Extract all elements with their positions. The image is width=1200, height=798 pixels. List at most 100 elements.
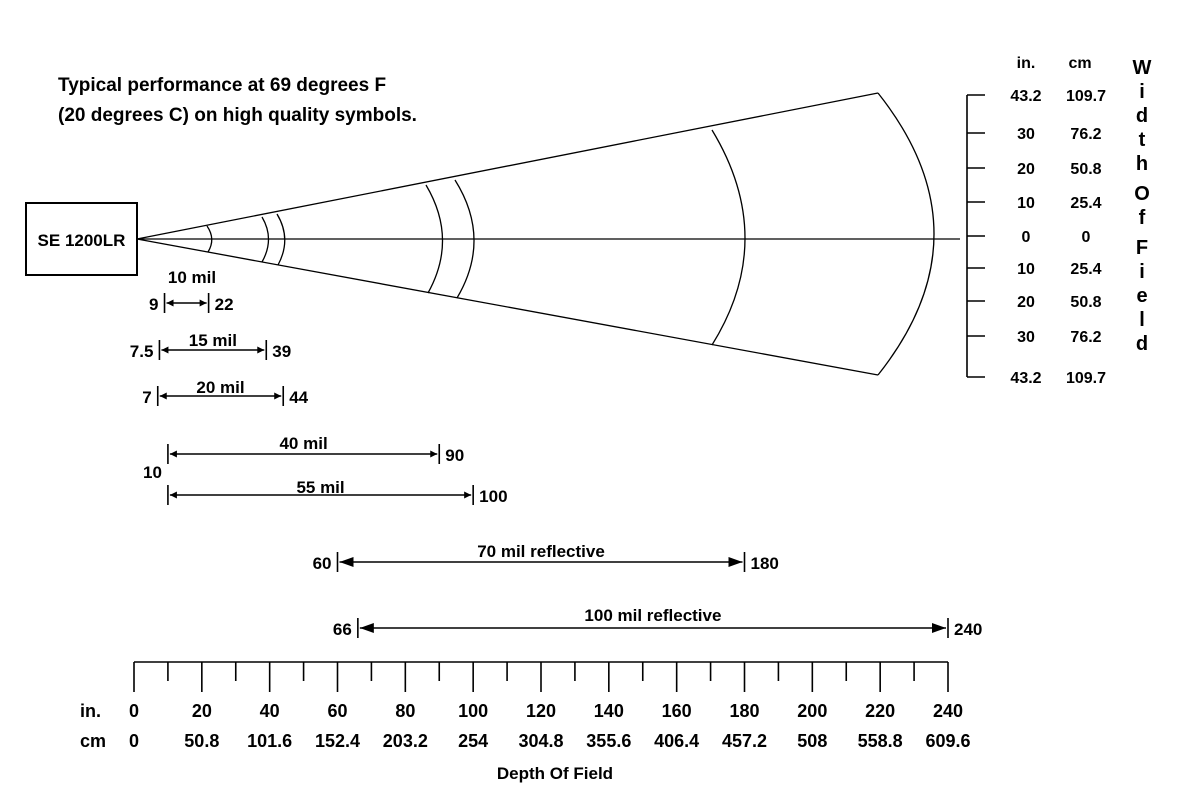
width-label-cm: 109.7: [1066, 370, 1106, 387]
arc-70-mil: [711, 129, 746, 346]
depth-tick-label-cm: 457.2: [722, 731, 767, 751]
depth-tick-label-in: 180: [729, 701, 759, 721]
width-scale-header-in: in.: [1017, 55, 1036, 72]
range-label: 55 mil: [296, 478, 344, 497]
range-max-label: 240: [954, 620, 982, 639]
range-arrowhead-right: [274, 392, 282, 400]
depth-tick-label-in: 240: [933, 701, 963, 721]
depth-tick-label-in: 80: [395, 701, 415, 721]
width-title-letter: t: [1139, 129, 1146, 151]
width-title-letter: i: [1139, 261, 1145, 283]
width-title-letter: l: [1139, 309, 1145, 331]
depth-tick-label-cm: 304.8: [518, 731, 563, 751]
depth-tick-label-cm: 50.8: [184, 731, 219, 751]
range-max-label: 44: [289, 388, 308, 407]
range-arrowhead-left: [166, 299, 174, 307]
range-bar: 20 mil 7 44: [142, 378, 308, 407]
scanner-label: SE 1200LR: [38, 231, 126, 250]
depth-tick-label-cm: 558.8: [858, 731, 903, 751]
width-title-letter: f: [1139, 207, 1146, 229]
depth-tick-label-cm: 254: [458, 731, 488, 751]
width-title-letter: W: [1133, 57, 1152, 79]
width-label-cm: 50.8: [1070, 161, 1101, 178]
fan-lower-edge: [136, 238, 879, 376]
depth-tick-label-in: 100: [458, 701, 488, 721]
depth-axis-title: Depth Of Field: [497, 764, 613, 783]
range-min-label: 10: [143, 463, 162, 482]
depth-tick-label-cm: 508: [797, 731, 827, 751]
depth-tick-label-in: 40: [260, 701, 280, 721]
range-bar: 10 mil 9 22: [149, 268, 233, 314]
depth-tick-label-cm: 406.4: [654, 731, 699, 751]
range-bar: 55 mil 100: [167, 478, 508, 506]
width-title-letter: h: [1136, 153, 1148, 175]
width-title-letter: e: [1136, 285, 1147, 307]
range-arrowhead-left: [359, 623, 374, 633]
range-max-label: 100: [479, 487, 507, 506]
width-label-in: 10: [1017, 195, 1035, 212]
width-label-in: 20: [1017, 294, 1035, 311]
width-label-cm: 76.2: [1070, 126, 1101, 143]
range-arrowhead-right: [464, 491, 472, 499]
arc-10-mil: [206, 225, 213, 253]
range-label: 40 mil: [279, 434, 327, 453]
depth-tick-label-in: 120: [526, 701, 556, 721]
arc-20-mil: [276, 213, 286, 266]
width-scale-header-cm: cm: [1068, 55, 1091, 72]
scan-field-fan: [136, 92, 960, 376]
scanner-box: [25, 202, 138, 276]
range-min-label: 66: [333, 620, 352, 639]
width-label-in: 0: [1022, 229, 1031, 246]
width-label-in: 10: [1017, 261, 1035, 278]
range-arrowhead-left: [339, 557, 354, 567]
range-label: 10 mil: [168, 268, 216, 287]
fan-upper-edge: [136, 92, 879, 240]
range-label: 100 mil reflective: [584, 606, 721, 625]
width-label-in: 43.2: [1010, 370, 1041, 387]
width-title-letter: O: [1134, 183, 1150, 205]
width-label-cm: 50.8: [1070, 294, 1101, 311]
range-arrowhead-left: [169, 450, 177, 458]
width-title-letter: F: [1136, 237, 1148, 259]
width-title-letter: i: [1139, 81, 1145, 103]
width-label-in: 20: [1017, 161, 1035, 178]
range-max-label: 180: [751, 554, 779, 573]
note-line-2: (20 degrees C) on high quality symbols.: [58, 105, 417, 126]
depth-tick-label-cm: 0: [129, 731, 139, 751]
depth-tick-label-in: 20: [192, 701, 212, 721]
range-min-label: 9: [149, 295, 158, 314]
arc-55-mil: [454, 179, 475, 299]
range-arrowhead-right: [199, 299, 207, 307]
range-arrowhead-left: [161, 346, 169, 354]
depth-tick-label-in: 220: [865, 701, 895, 721]
width-label-in: 30: [1017, 329, 1035, 346]
depth-tick-label-in: 60: [327, 701, 347, 721]
range-arrowhead-right: [932, 623, 946, 633]
depth-axis-in-label: in.: [80, 701, 101, 721]
range-max-label: 39: [272, 342, 291, 361]
range-arrowhead-left: [169, 491, 177, 499]
range-max-label: 90: [445, 446, 464, 465]
range-bar: 15 mil 7.5 39: [130, 331, 291, 361]
range-arrowhead-right: [728, 557, 743, 567]
note-line-1: Typical performance at 69 degrees F: [58, 75, 386, 96]
range-min-label: 7: [142, 388, 151, 407]
width-title-letter: d: [1136, 333, 1148, 355]
width-label-in: 30: [1017, 126, 1035, 143]
depth-tick-label-cm: 609.6: [925, 731, 970, 751]
depth-tick-label-in: 140: [594, 701, 624, 721]
width-label-cm: 25.4: [1070, 195, 1101, 212]
fan-outer-arc: [877, 92, 935, 376]
depth-axis: 0 20 40 60 80 100 120 140 160 180 200 220 240 0 50.8 10…: [80, 661, 971, 783]
range-label: 20 mil: [196, 378, 244, 397]
arc-40-mil: [425, 184, 444, 294]
depth-tick-label-in: 200: [797, 701, 827, 721]
depth-tick-label-in: 160: [662, 701, 692, 721]
range-bar: 70 mil reflective 60 180: [313, 542, 779, 573]
range-arrowhead-right: [257, 346, 265, 354]
range-arrowhead-left: [159, 392, 167, 400]
range-min-label: 60: [313, 554, 332, 573]
range-bars: 10 mil 9 22 15 mil 7.5 39 20 mil 7 44 40 mil 10 90 5…: [130, 268, 983, 639]
width-title-letter: d: [1136, 105, 1148, 127]
